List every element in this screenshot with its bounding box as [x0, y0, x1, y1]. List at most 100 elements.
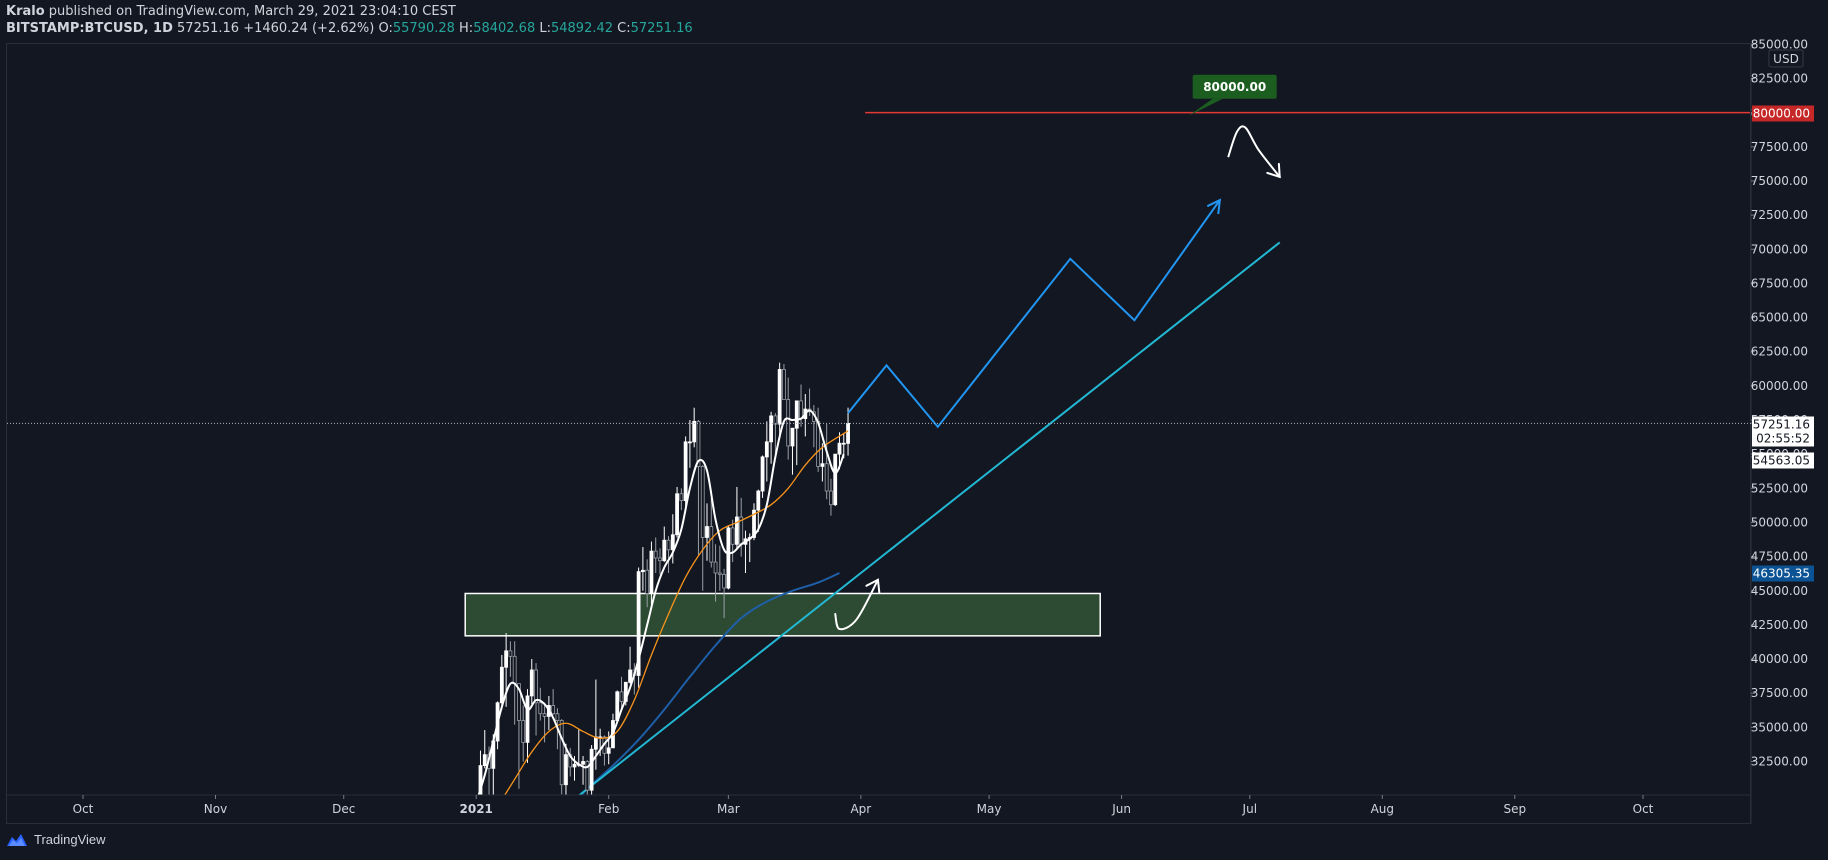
- candle-body: [799, 400, 803, 420]
- candle-2021-01-21: [559, 719, 564, 795]
- candle-body: [773, 415, 778, 425]
- candle-body: [504, 650, 509, 668]
- candle-2021-03-13: [777, 362, 782, 440]
- candle-body: [555, 713, 560, 721]
- candle-body: [585, 761, 590, 791]
- symbol-name[interactable]: BITSTAMP:BTCUSD, 1D: [6, 21, 173, 36]
- price-label-box: [1752, 416, 1814, 433]
- price-tick-label: 40000.00: [1751, 652, 1808, 666]
- candle-2021-01-22: [564, 743, 568, 795]
- candle-body: [790, 427, 795, 447]
- currency-badge-box: [1768, 49, 1804, 68]
- low-label: L:: [539, 21, 551, 36]
- candle-2021-01-26: [581, 756, 585, 785]
- candle-body: [564, 754, 568, 786]
- currency-badge-text: USD: [1773, 52, 1799, 66]
- candle-body: [653, 550, 658, 559]
- candle-2021-03-12: [773, 413, 778, 455]
- price-tick-label: 75000.00: [1751, 174, 1808, 188]
- price-tick-label: 35000.00: [1751, 720, 1808, 734]
- candle-2021-01-13: [525, 689, 530, 763]
- price-tick-label: 45000.00: [1751, 584, 1808, 598]
- price-axis: 32500.00 35000.00 37500.00 40000.00 42500.00…: [1751, 37, 1808, 768]
- candle-body: [688, 441, 692, 444]
- candle-2021-03-25: [829, 478, 833, 516]
- support-zone: [464, 592, 1101, 637]
- time-axis: Oct Nov Dec 2021 Feb Mar Apr May Jun Jul Aug Sep Oct: [73, 795, 1654, 816]
- candle-2021-03-23: [820, 443, 825, 482]
- candle-2021-01-25: [576, 728, 581, 767]
- candle-body: [499, 666, 504, 704]
- candle-2021-02-28: [722, 568, 726, 619]
- price-tick-label: 47500.00: [1751, 550, 1808, 564]
- candle-2021-02-23: [700, 465, 705, 591]
- candle-2021-02-21: [692, 407, 697, 448]
- price-tick-label: 65000.00: [1751, 311, 1808, 325]
- candle-2021-02-20: [688, 420, 692, 468]
- candle-body: [525, 695, 530, 743]
- candle-body: [559, 720, 564, 786]
- bounce-arrow: [834, 578, 879, 631]
- candle-body: [542, 713, 547, 717]
- candle-body: [482, 754, 487, 766]
- candle-body: [764, 441, 769, 458]
- candle-body: [589, 748, 594, 791]
- candle-body: [683, 441, 688, 501]
- candle-2021-01-07: [499, 654, 504, 710]
- candle-2021-02-08: [636, 567, 641, 688]
- candle-2021-02-14: [662, 526, 667, 563]
- candle-2021-03-18: [799, 384, 803, 427]
- price-tick-label: 72500.00: [1751, 208, 1808, 222]
- candle-body: [705, 526, 709, 538]
- candle-body: [735, 516, 739, 545]
- candle-2021-02-17: [675, 486, 679, 538]
- candle-body: [551, 705, 556, 715]
- candle-body: [730, 527, 735, 545]
- candle-2021-02-27: [717, 545, 722, 591]
- candle-2021-03-24: [824, 424, 829, 500]
- footer-brand[interactable]: TradingView: [34, 832, 106, 847]
- time-tick-label: Dec: [332, 802, 355, 816]
- candle-body: [508, 650, 513, 657]
- price-label-text: 54563.05: [1753, 454, 1810, 468]
- candle-body: [837, 442, 842, 455]
- candle-body: [512, 655, 517, 685]
- candle-2021-01-09: [508, 641, 513, 677]
- candle-body: [794, 400, 799, 429]
- candle-2021-02-06: [628, 646, 632, 684]
- candle-body: [581, 761, 585, 765]
- close-value: 57251.16: [630, 21, 693, 36]
- candle-body: [786, 399, 791, 447]
- candle-2021-03-17: [794, 400, 799, 466]
- price-label-57251.16: 57251.16: [1752, 416, 1814, 433]
- moving-average-blue: [579, 572, 840, 795]
- published-text: published on TradingView.com, March 29, …: [48, 4, 456, 19]
- bounce-arrow-head: [865, 578, 881, 594]
- target-label-box: [1192, 74, 1277, 99]
- candle-body: [700, 466, 705, 538]
- forecast-arrowhead: [1206, 198, 1222, 215]
- candle-2021-03-16: [790, 427, 795, 475]
- candle-2021-02-26: [713, 544, 718, 602]
- candle-2021-03-09: [760, 455, 765, 498]
- close-label: C:: [617, 21, 631, 36]
- candle-2021-03-05: [743, 530, 748, 573]
- candle-body: [675, 493, 679, 536]
- tradingview-logo-icon[interactable]: [6, 833, 28, 847]
- candle-body: [769, 415, 774, 443]
- price-tick-label: 60000.00: [1751, 379, 1808, 393]
- open-value: 55790.28: [392, 21, 455, 36]
- candle-body: [538, 702, 543, 715]
- moving-average-white: [477, 409, 845, 795]
- candle-body: [713, 561, 718, 574]
- candle-body: [820, 463, 825, 467]
- author-name[interactable]: Kralo: [6, 4, 45, 19]
- price-tick-label: 50000.00: [1751, 515, 1808, 529]
- plot-area: 80000.00: [464, 74, 1750, 795]
- candle-body: [717, 572, 722, 575]
- candle-2021-03-03: [735, 486, 739, 549]
- price-tick-label: 70000.00: [1751, 242, 1808, 256]
- candle-2021-01-12: [521, 705, 526, 762]
